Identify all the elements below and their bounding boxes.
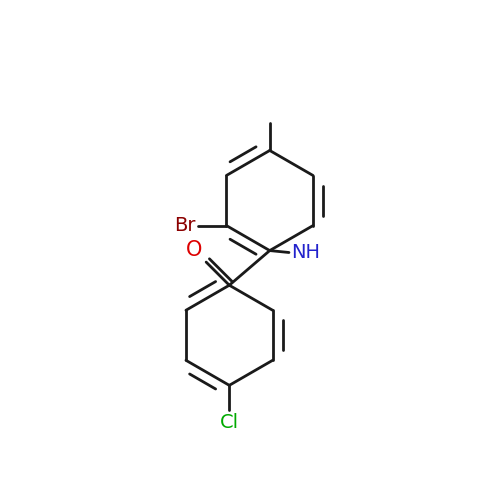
- Text: O: O: [186, 240, 202, 260]
- Text: Cl: Cl: [220, 414, 239, 432]
- Text: Br: Br: [174, 216, 196, 235]
- Text: NH: NH: [291, 243, 320, 262]
